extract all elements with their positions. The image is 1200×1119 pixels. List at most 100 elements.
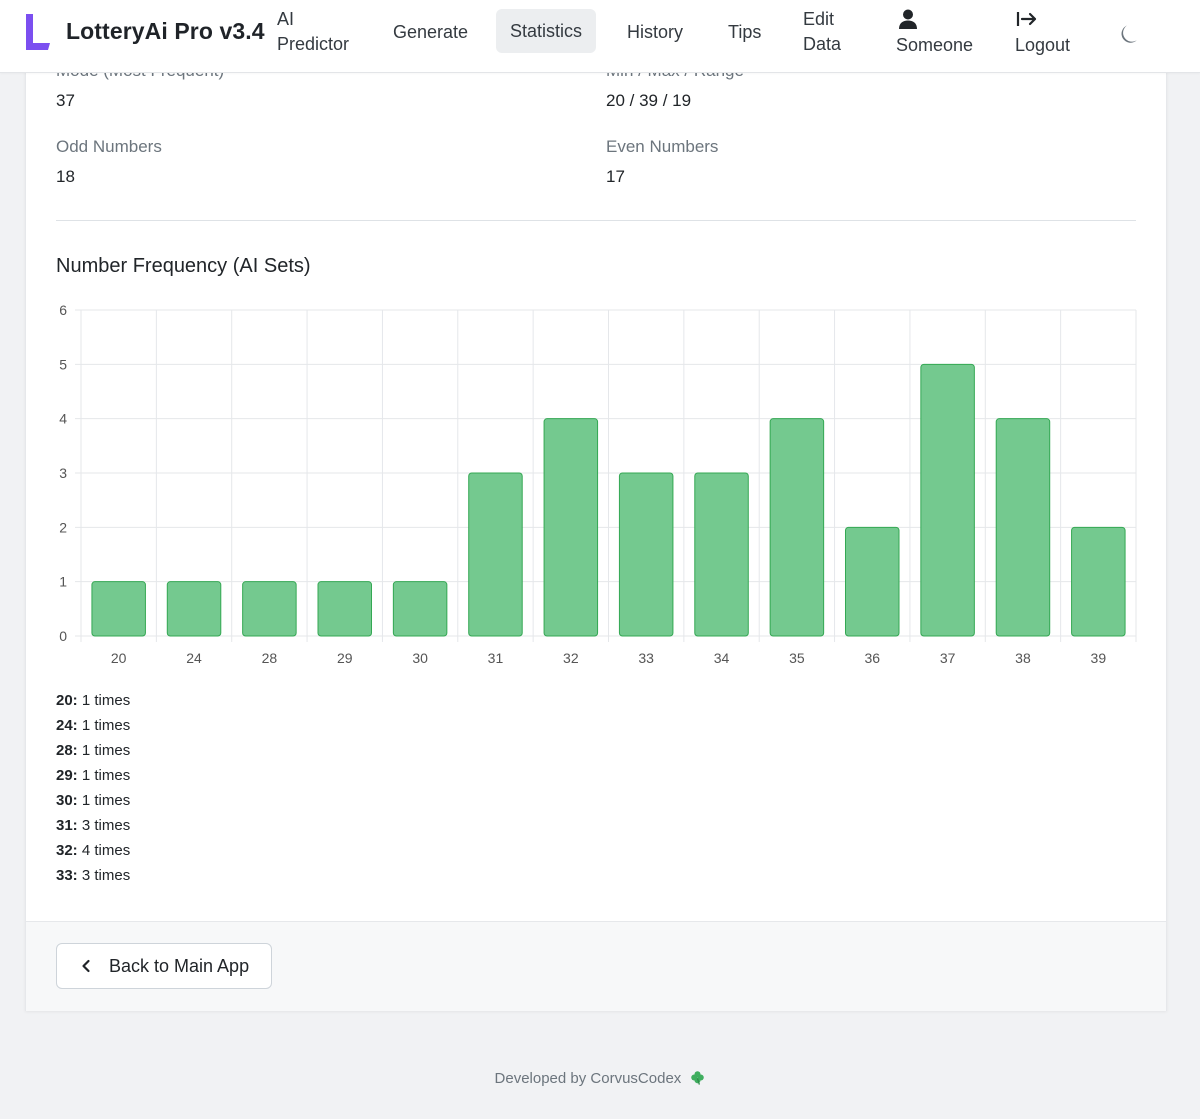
frequency-list-item: 20: 1 times	[56, 688, 130, 713]
bar-28[interactable]	[242, 581, 297, 637]
bar-37[interactable]	[920, 363, 975, 637]
x-tick-label: 29	[337, 650, 353, 666]
x-tick-label: 37	[940, 650, 956, 666]
logout-icon	[1016, 12, 1037, 26]
x-tick-label: 33	[638, 650, 654, 666]
x-tick-label: 35	[789, 650, 805, 666]
nav-user[interactable]: Someone	[896, 8, 973, 58]
nav-edit-data-line1: Edit	[803, 9, 835, 29]
user-name: Someone	[896, 35, 974, 55]
logout-label: Logout	[1015, 35, 1071, 55]
x-tick-label: 39	[1091, 650, 1107, 666]
frequency-list-item: 28: 1 times	[56, 738, 130, 763]
frequency-count: 4 times	[77, 842, 131, 859]
frequency-count: 1 times	[77, 767, 131, 784]
stat-odd: Odd Numbers 18	[56, 136, 162, 188]
y-tick-label: 6	[59, 302, 67, 318]
frequency-count: 3 times	[77, 867, 131, 884]
x-tick-label: 38	[1015, 650, 1031, 666]
x-tick-label: 20	[111, 650, 127, 666]
bar-36[interactable]	[844, 526, 900, 637]
user-icon	[899, 9, 917, 29]
x-tick-label: 31	[488, 650, 504, 666]
moon-icon[interactable]	[1118, 22, 1142, 46]
frequency-list-item: 33: 3 times	[56, 863, 130, 888]
stat-even-value: 17	[606, 167, 625, 186]
frequency-list: 20: 1 times 24: 1 times 28: 1 times 29: 1 t…	[56, 688, 130, 888]
x-tick-label: 24	[186, 650, 202, 666]
frequency-number: 31:	[56, 817, 78, 834]
y-tick-label: 3	[59, 465, 67, 481]
bar-33[interactable]	[618, 472, 674, 637]
stat-even: Even Numbers 17	[606, 136, 718, 188]
frequency-number: 30:	[56, 792, 78, 809]
stat-mode-value: 37	[56, 91, 75, 110]
frequency-list-item: 24: 1 times	[56, 713, 130, 738]
y-tick-label: 1	[59, 574, 67, 590]
bar-24[interactable]	[166, 581, 222, 637]
back-button-label: Back to Main App	[109, 955, 250, 976]
nav-history[interactable]: History	[627, 22, 684, 42]
footer-credit-text: Developed by CorvusCodex	[494, 1070, 682, 1087]
frequency-list-item: 31: 3 times	[56, 813, 130, 838]
back-to-main-button[interactable]: Back to Main App	[56, 943, 272, 989]
frequency-count: 3 times	[77, 817, 131, 834]
bar-31[interactable]	[468, 472, 523, 637]
stat-odd-value: 18	[56, 167, 75, 186]
section-divider	[56, 220, 1136, 221]
nav-tips[interactable]: Tips	[728, 22, 762, 42]
frequency-count: 1 times	[77, 692, 131, 709]
frequency-list-item: 32: 4 times	[56, 838, 130, 863]
footer-credit: Developed by CorvusCodex	[0, 1070, 1200, 1087]
clover-icon	[691, 1071, 705, 1085]
bar-32[interactable]	[543, 418, 599, 637]
bar-29[interactable]	[317, 581, 373, 637]
bar-35[interactable]	[769, 418, 825, 637]
bar-34[interactable]	[694, 472, 749, 637]
stat-even-label: Even Numbers	[606, 137, 719, 156]
nav-ai-predictor-line2: Predictor	[277, 34, 350, 54]
frequency-number: 24:	[56, 717, 78, 734]
frequency-list-item: 29: 1 times	[56, 763, 130, 788]
x-tick-label: 32	[563, 650, 579, 666]
y-tick-label: 2	[59, 519, 67, 535]
frequency-number: 28:	[56, 742, 78, 759]
y-tick-label: 0	[59, 628, 67, 644]
bar-38[interactable]	[995, 418, 1051, 637]
y-tick-label: 5	[59, 356, 67, 372]
frequency-count: 1 times	[77, 742, 131, 759]
logo-icon	[26, 14, 50, 50]
y-tick-label: 4	[59, 411, 67, 427]
frequency-number: 29:	[56, 767, 78, 784]
frequency-number: 33:	[56, 867, 78, 884]
nav-edit-data[interactable]: Edit Data	[803, 7, 841, 57]
bar-39[interactable]	[1071, 526, 1126, 637]
frequency-count: 1 times	[77, 717, 131, 734]
x-tick-label: 30	[412, 650, 428, 666]
chevron-left-icon	[82, 959, 90, 973]
stat-odd-label: Odd Numbers	[56, 137, 162, 156]
x-tick-label: 28	[262, 650, 278, 666]
card-footer: Back to Main App	[26, 921, 1166, 1011]
brand[interactable]: LotteryAi Pro v3.4	[24, 12, 265, 52]
bar-30[interactable]	[392, 581, 448, 637]
bar-20[interactable]	[91, 581, 146, 637]
chart-title: Number Frequency (AI Sets)	[56, 255, 311, 277]
stat-minmax-value: 20 / 39 / 19	[606, 91, 692, 110]
nav-ai-predictor-line1: AI	[277, 9, 295, 29]
nav-ai-predictor[interactable]: AI Predictor	[277, 7, 349, 57]
navbar: LotteryAi Pro v3.4 AI Predictor Generate…	[0, 0, 1200, 73]
x-tick-label: 36	[864, 650, 880, 666]
statistics-card: Mode (Most Frequent) 37 Min / Max / Rang…	[25, 60, 1167, 1011]
nav-statistics[interactable]: Statistics	[496, 9, 597, 53]
frequency-number: 20:	[56, 692, 78, 709]
nav-generate[interactable]: Generate	[393, 22, 469, 42]
brand-name: LotteryAi Pro v3.4	[66, 18, 265, 44]
nav-edit-data-line2: Data	[803, 34, 842, 54]
frequency-number: 32:	[56, 842, 78, 859]
frequency-count: 1 times	[77, 792, 131, 809]
frequency-list-item: 30: 1 times	[56, 788, 130, 813]
x-tick-label: 34	[714, 650, 730, 666]
nav-logout[interactable]: Logout	[1015, 8, 1070, 58]
